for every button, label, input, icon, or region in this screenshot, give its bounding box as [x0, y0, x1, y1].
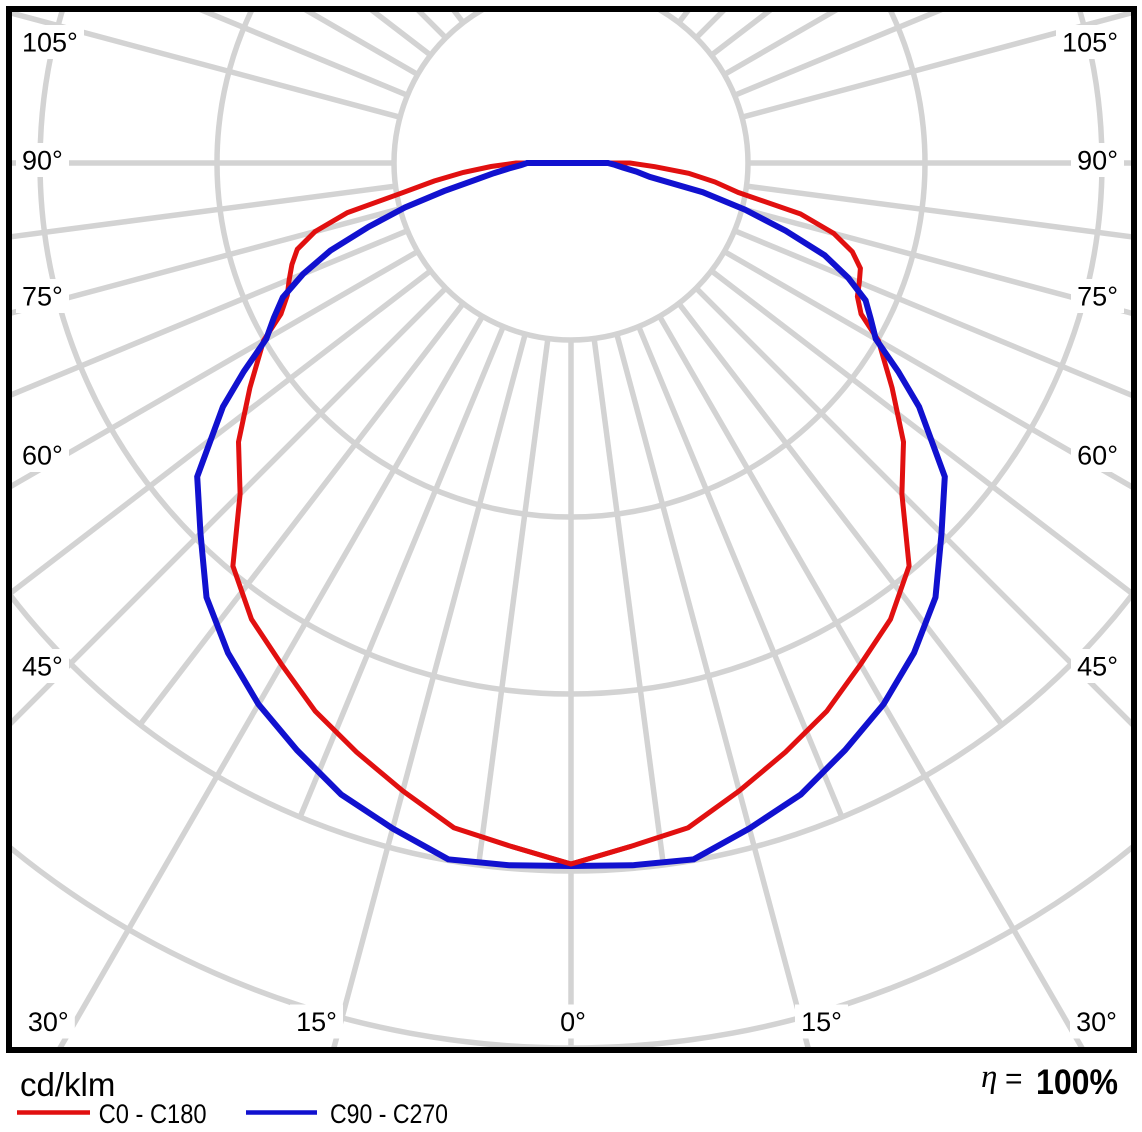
svg-text:η: η	[981, 1059, 997, 1095]
svg-text:45°: 45°	[1077, 652, 1118, 682]
svg-text:30°: 30°	[28, 1007, 69, 1037]
svg-text:75°: 75°	[22, 282, 63, 312]
svg-text:30°: 30°	[1076, 1007, 1117, 1037]
svg-text:75°: 75°	[1077, 282, 1118, 312]
svg-text:60°: 60°	[22, 441, 63, 471]
svg-text:=: =	[1005, 1063, 1023, 1096]
svg-text:C90 - C270: C90 - C270	[330, 1099, 448, 1129]
svg-text:0°: 0°	[560, 1007, 586, 1037]
svg-text:cd/klm: cd/klm	[20, 1066, 115, 1103]
svg-text:15°: 15°	[296, 1007, 337, 1037]
svg-text:90°: 90°	[1077, 146, 1118, 176]
svg-text:15°: 15°	[801, 1007, 842, 1037]
svg-text:60°: 60°	[1077, 441, 1118, 471]
svg-text:105°: 105°	[22, 28, 78, 58]
svg-text:90°: 90°	[22, 146, 63, 176]
svg-text:100%: 100%	[1036, 1063, 1118, 1102]
svg-text:105°: 105°	[1062, 28, 1118, 58]
svg-text:C0 - C180: C0 - C180	[99, 1099, 207, 1129]
svg-text:45°: 45°	[22, 652, 63, 682]
